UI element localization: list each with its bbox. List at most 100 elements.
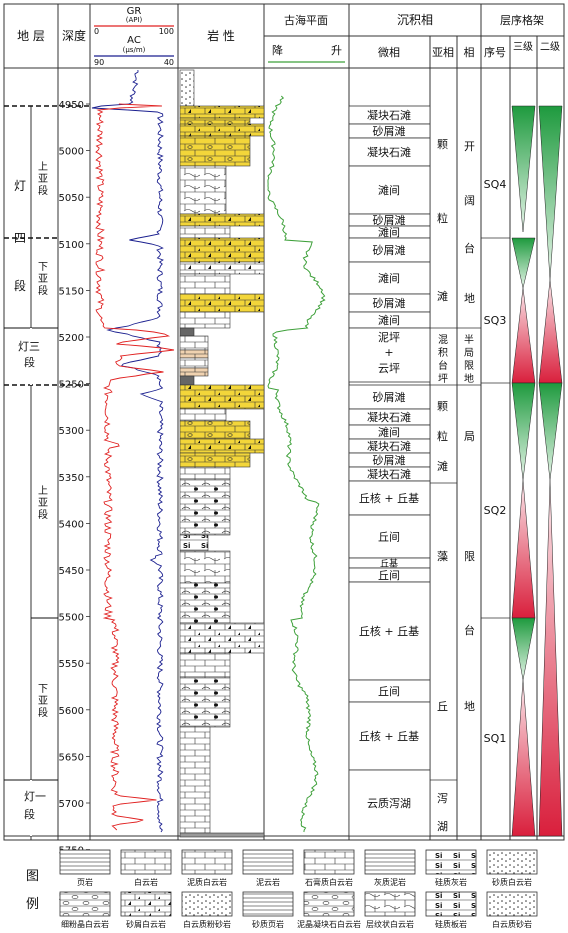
header-ac-max: 40 bbox=[164, 58, 174, 67]
member-deng4: 灯 四 段 bbox=[14, 179, 26, 293]
tri-2nd-upper-regression bbox=[538, 279, 563, 384]
svg-text:半: 半 bbox=[464, 333, 474, 346]
tri-3rd-sq4-transgression bbox=[511, 105, 536, 233]
legend-swatch bbox=[486, 849, 538, 875]
header-lithology: 岩 性 bbox=[207, 28, 235, 43]
legend-swatch bbox=[364, 891, 416, 917]
legend-swatch bbox=[242, 849, 294, 875]
subfacies-column bbox=[430, 327, 481, 781]
tri-3rd-sq3-transgression bbox=[511, 237, 536, 289]
seq-label-sq4: SQ4 bbox=[484, 178, 507, 191]
microfacies-label: 丘核 + 丘基 bbox=[359, 624, 419, 638]
legend-swatch bbox=[120, 891, 172, 917]
legend-swatch bbox=[303, 849, 355, 875]
legend-swatch bbox=[425, 891, 477, 917]
legend-label: 白云岩 bbox=[134, 877, 158, 887]
legend: 图 例 页岩 白云岩 泥质白云岩 泥云岩 石膏质白云岩 灰质泥岩 硅质灰岩 砂质白云岩细粉晶白… bbox=[26, 849, 538, 929]
legend-swatch bbox=[59, 849, 111, 875]
subfacies-grain-bank-2: 颗粒滩 bbox=[437, 400, 448, 473]
subfacies-lagoon: 泻湖 bbox=[437, 792, 448, 833]
header-gr-max: 100 bbox=[159, 27, 174, 36]
member-deng1: 灯一 段 bbox=[24, 790, 46, 821]
depth-tick-label: 5600 bbox=[59, 706, 84, 717]
legend-label: 泥晶凝块石白云岩 bbox=[297, 919, 361, 929]
svg-text:限: 限 bbox=[464, 550, 475, 563]
column-frame bbox=[3, 3, 565, 841]
subfacies-algal-mound: 藻丘 bbox=[437, 550, 448, 713]
svg-text:地: 地 bbox=[464, 700, 475, 713]
svg-text:阔: 阔 bbox=[464, 194, 475, 207]
legend-label: 细粉晶白云岩 bbox=[61, 919, 109, 929]
sequence-framework: SQ4 SQ3 SQ2 SQ1 bbox=[481, 105, 563, 837]
depth-tick-label: 5300 bbox=[59, 426, 84, 437]
svg-text:湖: 湖 bbox=[437, 820, 448, 833]
microfacies-label: 丘间 bbox=[378, 569, 400, 582]
legend-label: 页岩 bbox=[77, 877, 93, 887]
svg-text:积: 积 bbox=[438, 347, 448, 359]
svg-text:坪: 坪 bbox=[438, 372, 448, 385]
tri-3rd-sq2-transgression bbox=[511, 382, 536, 481]
legend-swatch bbox=[120, 849, 172, 875]
header-ac-name: AC bbox=[127, 35, 141, 46]
boundaries bbox=[4, 105, 90, 836]
legend-label: 石膏质白云岩 bbox=[305, 877, 353, 887]
microfacies-label: 砂屑滩 bbox=[373, 243, 406, 257]
svg-text:粒: 粒 bbox=[437, 429, 448, 443]
svg-text:下: 下 bbox=[38, 262, 48, 273]
svg-text:四: 四 bbox=[14, 231, 26, 245]
submember-upper-2: 上亚段 bbox=[38, 485, 48, 521]
microfacies-label: 滩间 bbox=[378, 183, 400, 197]
svg-text:泻: 泻 bbox=[437, 792, 448, 805]
depth-tick-label: 5350 bbox=[59, 473, 84, 484]
tri-2nd-lower-transgression bbox=[538, 382, 563, 481]
legend-label: 硅质灰岩 bbox=[435, 877, 467, 887]
seq-label-sq1: SQ1 bbox=[484, 732, 507, 745]
microfacies-label: 滩间 bbox=[378, 425, 400, 439]
sea-level-curve bbox=[267, 95, 326, 833]
microfacies-cell bbox=[348, 384, 431, 410]
svg-text:灯: 灯 bbox=[14, 179, 26, 193]
header-subfacies: 亚相 bbox=[432, 46, 454, 59]
svg-text:丘: 丘 bbox=[437, 700, 448, 713]
svg-text:局: 局 bbox=[464, 430, 475, 443]
microfacies-label: 凝块石滩 bbox=[367, 467, 411, 481]
svg-text:上: 上 bbox=[38, 485, 48, 497]
svg-text:亚: 亚 bbox=[38, 274, 48, 285]
header-sea-level: 古海平面 bbox=[284, 13, 328, 27]
header-third-order: 三级 bbox=[513, 41, 533, 53]
legend-swatch bbox=[303, 891, 355, 917]
svg-text:段: 段 bbox=[24, 355, 35, 369]
header-second-order: 二级 bbox=[540, 41, 560, 53]
microfacies-label: 丘间 bbox=[378, 531, 400, 544]
depth-tick-label: 5500 bbox=[59, 613, 84, 624]
svg-text:段: 段 bbox=[24, 807, 35, 821]
submember-lower-2: 下亚段 bbox=[38, 684, 48, 719]
microfacies-label: 凝块石滩 bbox=[367, 145, 411, 159]
svg-text:粒: 粒 bbox=[437, 211, 448, 225]
header-gr-min: 0 bbox=[94, 27, 99, 36]
header-sea-fall: 降 bbox=[272, 43, 283, 57]
tri-2nd-lower-regression bbox=[538, 479, 563, 837]
microfacies-cell bbox=[348, 165, 431, 215]
legend-swatch bbox=[486, 891, 538, 917]
legend-label: 砂质白云岩 bbox=[492, 877, 532, 887]
legend-swatch bbox=[59, 891, 111, 917]
header-ac-min: 90 bbox=[94, 58, 104, 67]
ac-curve bbox=[91, 69, 164, 833]
svg-text:段: 段 bbox=[14, 278, 26, 293]
header-stratum: 地 层 bbox=[17, 29, 45, 43]
header-facies: 沉积相 bbox=[397, 13, 433, 27]
submember-lower-4: 下亚段 bbox=[38, 262, 48, 297]
depth-tick-label: 5200 bbox=[59, 333, 84, 344]
microfacies-label: 凝块石滩 bbox=[367, 410, 411, 424]
legend-label: 灰质泥岩 bbox=[374, 877, 406, 887]
legend-title-2: 例 bbox=[26, 897, 39, 912]
submember-upper-4: 上亚段 bbox=[38, 161, 48, 197]
depth-tick-label: 5550 bbox=[59, 659, 84, 670]
seq-label-sq3: SQ3 bbox=[484, 314, 507, 327]
microfacies-cell bbox=[348, 701, 431, 771]
svg-text:颗: 颗 bbox=[437, 400, 448, 413]
